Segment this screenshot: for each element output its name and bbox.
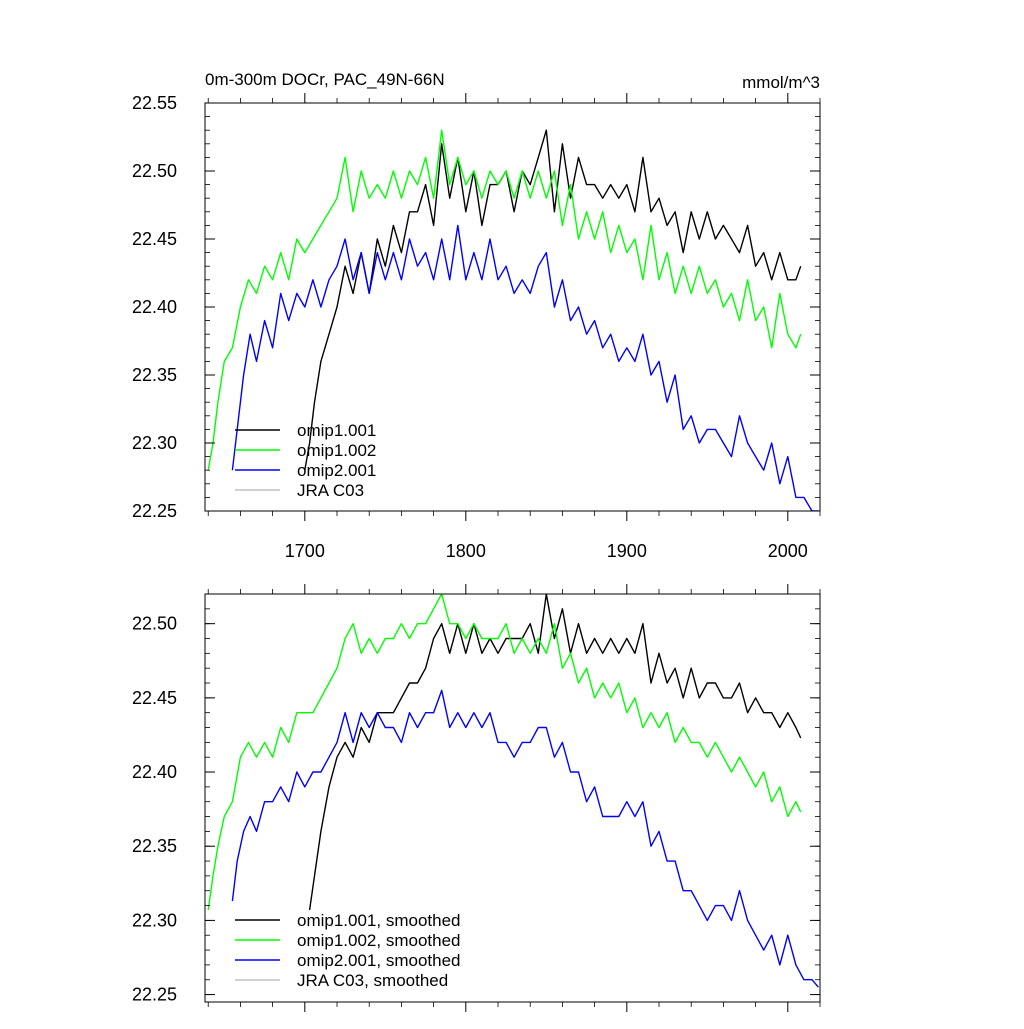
bottom-panel: 22.25 22.30 22.35 22.40 22.45 22.50 omip1.001… — [132, 584, 821, 1012]
top-series-line-2 — [207, 129, 802, 471]
top-legend-label: omip2.001 — [297, 461, 376, 480]
top-y-tick-label: 22.25 — [132, 501, 177, 521]
bottom-plot-frame — [204, 593, 821, 1003]
top-legend-label: JRA C03 — [297, 481, 364, 500]
bottom-y-tick-label: 22.50 — [132, 614, 177, 634]
bottom-legend-label: JRA C03, smoothed — [297, 971, 448, 990]
top-series-line-3 — [231, 224, 819, 511]
bottom-series-line-3 — [231, 689, 819, 988]
bottom-x-axis — [207, 584, 821, 1012]
bottom-series-line-1 — [308, 594, 802, 911]
top-x-tick-label: 2000 — [768, 541, 808, 561]
bottom-series-group — [207, 594, 819, 988]
top-x-tick-label: 1800 — [446, 541, 486, 561]
bottom-series-line-2 — [207, 594, 802, 911]
bottom-y-tick-label: 22.40 — [132, 762, 177, 782]
top-y-axis: 22.25 22.30 22.35 22.40 22.45 22.50 22.55 — [132, 93, 820, 521]
top-y-tick-label: 22.40 — [132, 297, 177, 317]
bottom-legend-label: omip1.002, smoothed — [297, 931, 461, 950]
bottom-y-tick-label: 22.45 — [132, 688, 177, 708]
top-x-axis: 1700 1800 1900 2000 — [207, 93, 821, 561]
top-x-tick-label: 1900 — [607, 541, 647, 561]
bottom-y-tick-label: 22.35 — [132, 836, 177, 856]
top-legend-label: omip1.001 — [297, 421, 376, 440]
top-y-tick-label: 22.55 — [132, 93, 177, 113]
top-y-tick-label: 22.30 — [132, 433, 177, 453]
top-y-tick-label: 22.35 — [132, 365, 177, 385]
chart-title: 0m-300m DOCr, PAC_49N-66N — [205, 70, 445, 89]
bottom-legend-label: omip1.001, smoothed — [297, 911, 461, 930]
top-panel: 0m-300m DOCr, PAC_49N-66N mmol/m^3 22.25… — [132, 70, 821, 561]
bottom-y-axis: 22.25 22.30 22.35 22.40 22.45 22.50 — [132, 593, 820, 1005]
top-y-tick-label: 22.45 — [132, 229, 177, 249]
top-x-tick-label: 1700 — [285, 541, 325, 561]
top-series-group — [207, 129, 819, 511]
top-series-line-1 — [304, 129, 802, 471]
bottom-y-tick-label: 22.30 — [132, 910, 177, 930]
chart-units: mmol/m^3 — [742, 73, 820, 92]
top-y-tick-label: 22.50 — [132, 161, 177, 181]
top-legend-label: omip1.002 — [297, 441, 376, 460]
bottom-y-tick-label: 22.25 — [132, 985, 177, 1005]
bottom-legend-label: omip2.001, smoothed — [297, 951, 461, 970]
